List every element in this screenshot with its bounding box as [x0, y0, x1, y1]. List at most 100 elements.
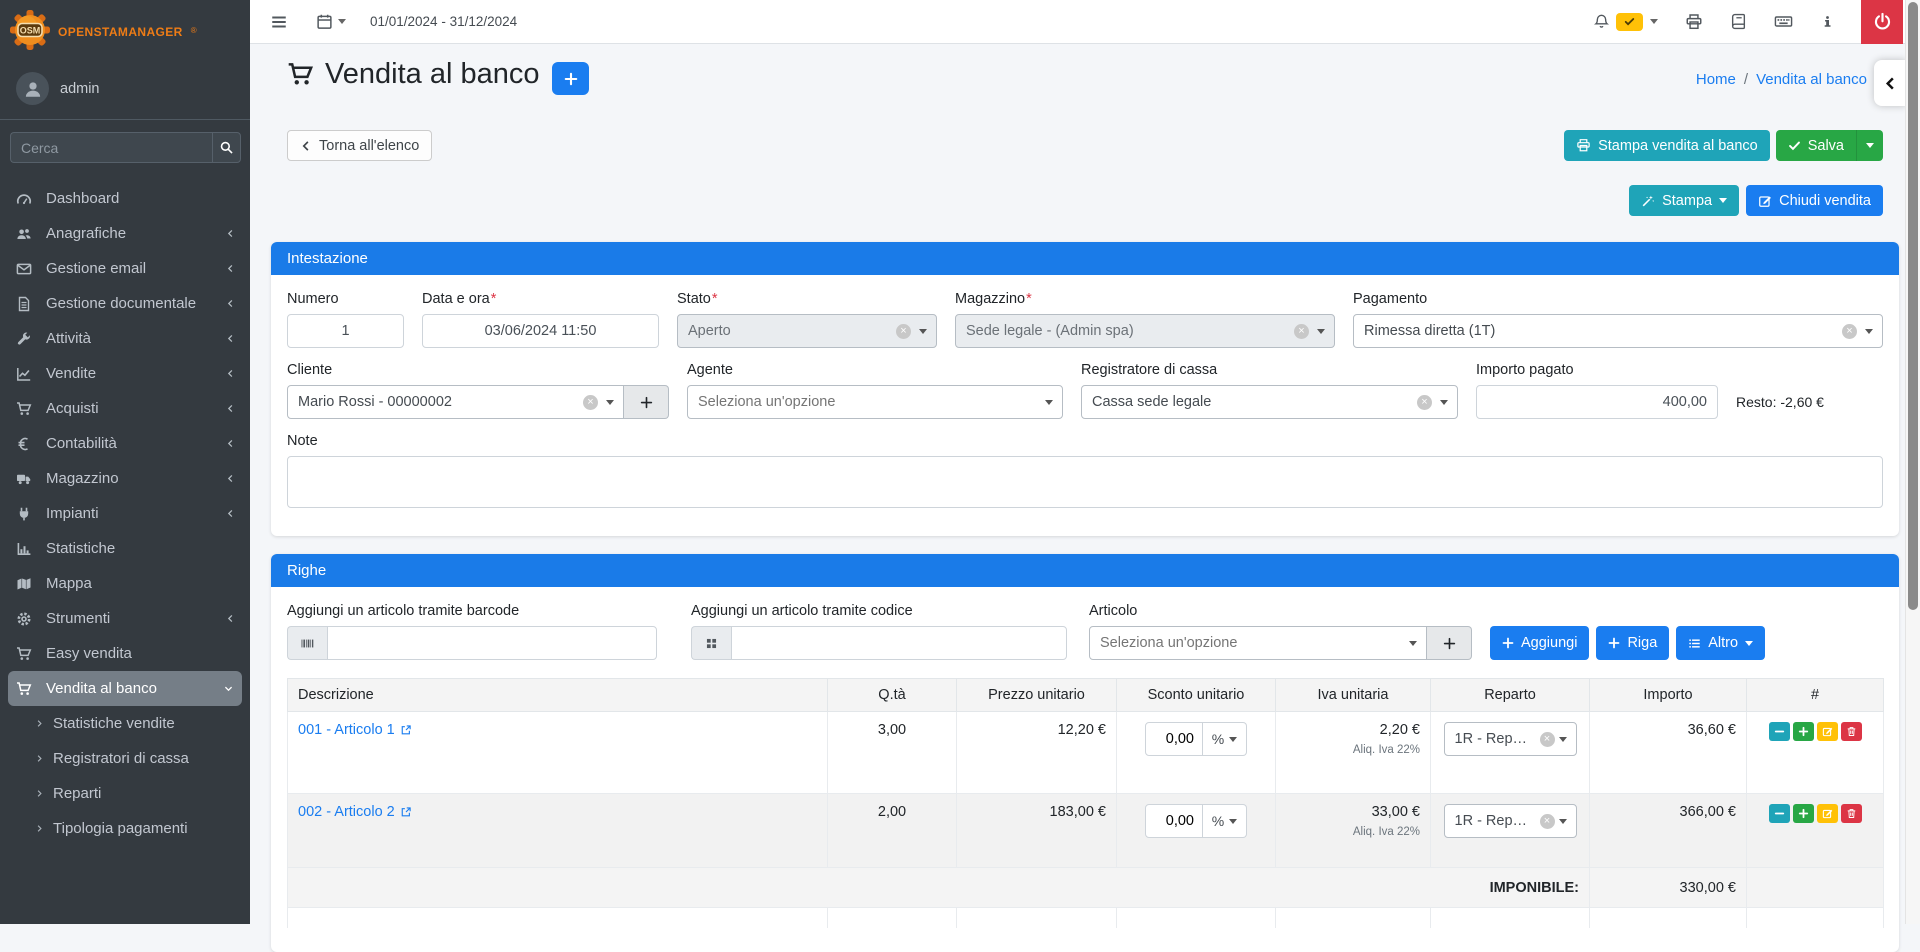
note-textarea[interactable]	[287, 456, 1883, 508]
sidebar-item-acquisti[interactable]: Acquisti	[0, 391, 250, 426]
breadcrumb-current-link[interactable]: Vendita al banco	[1756, 71, 1867, 88]
barcode-input[interactable]	[327, 626, 657, 660]
sidebar-item-gestione-documentale[interactable]: Gestione documentale	[0, 286, 250, 321]
sidebar-item-anagrafiche[interactable]: Anagrafiche	[0, 216, 250, 251]
period-picker-button[interactable]	[316, 13, 346, 30]
close-sale-button[interactable]: Chiudi vendita	[1746, 185, 1883, 216]
clear-selection-icon[interactable]	[1294, 324, 1309, 339]
sidebar-item-easy-vendita[interactable]: Easy vendita	[0, 636, 250, 671]
sidebar-subitem-statistiche-vendite[interactable]: Statistiche vendite	[0, 706, 250, 741]
sconto-unit-select[interactable]: %	[1203, 804, 1247, 838]
chevron-left-icon	[225, 438, 236, 449]
sidebar-subitem-registratori-di-cassa[interactable]: Registratori di cassa	[0, 741, 250, 776]
search-button[interactable]	[212, 132, 241, 163]
chevron-right-icon	[35, 824, 44, 833]
breadcrumb: Home / Vendita al banco	[1696, 58, 1883, 88]
navbar-right-icons	[1593, 0, 1920, 44]
docs-button[interactable]	[1730, 13, 1747, 30]
clear-selection-icon[interactable]	[1417, 395, 1432, 410]
article-link[interactable]: 002 - Articolo 2	[298, 804, 412, 820]
sidebar-subitem-reparti[interactable]: Reparti	[0, 776, 250, 811]
sidebar-item-vendite[interactable]: Vendite	[0, 356, 250, 391]
scrollbar-thumb[interactable]	[1908, 2, 1918, 610]
increase-qty-button[interactable]	[1793, 804, 1814, 823]
clear-selection-icon[interactable]	[896, 324, 911, 339]
logout-button[interactable]	[1861, 0, 1903, 44]
search-input[interactable]	[10, 132, 212, 163]
prezzo-cell: 12,20 €	[957, 712, 1117, 794]
sidebar-item-impianti[interactable]: Impianti	[0, 496, 250, 531]
decrease-qty-button[interactable]	[1769, 804, 1790, 823]
sidebar-item-dashboard[interactable]: Dashboard	[0, 181, 250, 216]
print-sale-button[interactable]: Stampa vendita al banco	[1564, 130, 1770, 161]
save-options-button[interactable]	[1856, 130, 1883, 161]
sconto-unit-select[interactable]: %	[1203, 722, 1247, 756]
plus-icon	[1608, 637, 1620, 649]
partial-row	[288, 908, 1884, 929]
clear-selection-icon[interactable]	[1540, 814, 1555, 829]
date-range[interactable]: 01/01/2024 - 31/12/2024	[370, 14, 517, 29]
save-button[interactable]: Salva	[1776, 130, 1856, 161]
aggiungi-button[interactable]: Aggiungi	[1490, 626, 1589, 660]
breadcrumb-separator: /	[1744, 71, 1748, 88]
qta-cell: 2,00	[828, 794, 957, 868]
numero-input[interactable]	[287, 314, 404, 348]
avatar[interactable]	[16, 72, 49, 105]
edit-row-button[interactable]	[1817, 722, 1838, 741]
sidebar-subitem-tipologia-pagamenti[interactable]: Tipologia pagamenti	[0, 811, 250, 846]
increase-qty-button[interactable]	[1793, 722, 1814, 741]
edit-icon	[1822, 808, 1833, 819]
articolo-select[interactable]: Seleziona un'opzione	[1089, 626, 1427, 660]
collapse-panel-button[interactable]	[1874, 60, 1906, 106]
sidebar-item-mappa[interactable]: Mappa	[0, 566, 250, 601]
agente-select[interactable]: Seleziona un'opzione	[687, 385, 1063, 419]
print-settings-button[interactable]	[1685, 13, 1703, 31]
sidebar-item-magazzino[interactable]: Magazzino	[0, 461, 250, 496]
altro-dropdown-button[interactable]: Altro	[1676, 626, 1765, 660]
delete-row-button[interactable]	[1841, 722, 1862, 741]
sconto-input[interactable]	[1145, 722, 1203, 756]
info-button[interactable]	[1820, 14, 1835, 29]
importo-pagato-input[interactable]	[1476, 385, 1718, 419]
clear-selection-icon[interactable]	[1842, 324, 1857, 339]
magazzino-select[interactable]: Sede legale - (Admin spa)	[955, 314, 1335, 348]
add-articolo-button[interactable]	[1427, 626, 1472, 660]
page-scrollbar[interactable]	[1905, 0, 1920, 924]
sidebar-item-vendita-al-banco[interactable]: Vendita al banco	[8, 671, 242, 706]
sidebar-item-contabilita[interactable]: Contabilità	[0, 426, 250, 461]
back-to-list-button[interactable]: Torna all'elenco	[287, 130, 432, 161]
cliente-select[interactable]: Mario Rossi - 00000002	[287, 385, 624, 419]
clear-selection-icon[interactable]	[1540, 732, 1555, 747]
data-ora-input[interactable]	[422, 314, 659, 348]
decrease-qty-button[interactable]	[1769, 722, 1790, 741]
shortcuts-button[interactable]	[1774, 12, 1793, 31]
edit-row-button[interactable]	[1817, 804, 1838, 823]
reparto-select[interactable]: 1R - Reparto 1...	[1444, 804, 1577, 838]
sidebar-toggle-button[interactable]	[270, 13, 288, 31]
notifications-button[interactable]	[1593, 13, 1658, 31]
printer-icon	[1576, 138, 1591, 153]
registratore-select[interactable]: Cassa sede legale	[1081, 385, 1458, 419]
caret-down-icon	[1650, 19, 1658, 24]
sidebar-item-strumenti[interactable]: Strumenti	[0, 601, 250, 636]
clear-selection-icon[interactable]	[583, 395, 598, 410]
reparto-select[interactable]: 1R - Reparto 1...	[1444, 722, 1577, 756]
codice-input[interactable]	[731, 626, 1067, 660]
app-logo[interactable]: OSM OpenSTAManager®	[0, 0, 250, 60]
print-dropdown-button[interactable]: Stampa	[1629, 185, 1739, 216]
chevron-left-icon	[225, 368, 236, 379]
new-record-button[interactable]	[552, 62, 589, 95]
pagamento-select[interactable]: Rimessa diretta (1T)	[1353, 314, 1883, 348]
stato-select[interactable]: Aperto	[677, 314, 937, 348]
sidebar-item-attivita[interactable]: Attività	[0, 321, 250, 356]
riga-button[interactable]: Riga	[1596, 626, 1669, 660]
delete-row-button[interactable]	[1841, 804, 1862, 823]
article-link[interactable]: 001 - Articolo 1	[298, 722, 412, 738]
sconto-input[interactable]	[1145, 804, 1203, 838]
sidebar-item-gestione-email[interactable]: Gestione email	[0, 251, 250, 286]
add-cliente-button[interactable]	[624, 385, 669, 419]
sidebar-item-statistiche[interactable]: Statistiche	[0, 531, 250, 566]
breadcrumb-home-link[interactable]: Home	[1696, 71, 1736, 88]
info-icon	[1820, 14, 1835, 29]
intestazione-panel: Intestazione Numero Data e ora Stato Ape…	[271, 242, 1899, 536]
